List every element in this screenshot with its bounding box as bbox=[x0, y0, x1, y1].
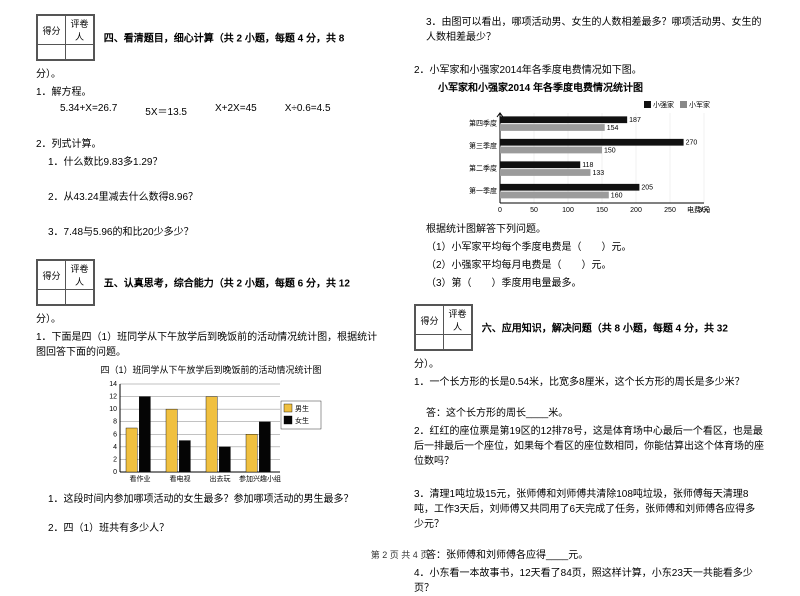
svg-text:电费/元: 电费/元 bbox=[687, 205, 710, 214]
svg-text:8: 8 bbox=[113, 419, 117, 426]
q2-3: 3．7.48与5.96的和比20少多少？ bbox=[36, 225, 386, 240]
svg-text:150: 150 bbox=[604, 147, 616, 154]
svg-text:205: 205 bbox=[641, 185, 653, 192]
svg-text:参加兴趣小组: 参加兴趣小组 bbox=[239, 474, 281, 483]
svg-text:第四季度: 第四季度 bbox=[469, 118, 497, 127]
eq-3: X+2X=45 bbox=[215, 103, 257, 118]
svg-text:100: 100 bbox=[562, 207, 574, 214]
svg-text:200: 200 bbox=[630, 207, 642, 214]
right-column: 3．由图可以看出，哪项活动男、女生的人数相差最多？哪项活动男、女生的人数相差最少… bbox=[414, 12, 764, 532]
s6-ans1: 答：这个长方形的周长____米。 bbox=[414, 406, 764, 421]
svg-text:187: 187 bbox=[629, 117, 641, 124]
s6-q1: 1．一个长方形的长是0.54米，比宽多8厘米，这个长方形的周长是多少米？ bbox=[414, 375, 764, 390]
left-column: 得分评卷人 四、看清题目，细心计算（共 2 小题，每题 4 分，共 8 分）。 … bbox=[36, 12, 386, 532]
section4-trail: 分）。 bbox=[36, 67, 386, 82]
chart2: 小强家小军家050100150200250300电费/元187154第四季度27… bbox=[454, 99, 714, 219]
section5-trail: 分）。 bbox=[36, 312, 386, 327]
section5-header: 得分评卷人 五、认真思考，综合能力（共 2 小题，每题 6 分，共 12 bbox=[36, 259, 386, 309]
top-q3: 3．由图可以看出，哪项活动男、女生的人数相差最多？哪项活动男、女生的人数相差最少… bbox=[414, 15, 764, 45]
s6-q4: 4．小东看一本故事书，12天看了84页，照这样计算，小东23天一共能看多少页？ bbox=[414, 566, 764, 596]
eq-1: 5.34+X=26.7 bbox=[60, 103, 117, 118]
svg-text:150: 150 bbox=[596, 207, 608, 214]
q2-1: 1．什么数比9.83多1.29？ bbox=[36, 155, 386, 170]
score-box-4: 得分评卷人 bbox=[36, 14, 95, 61]
chart1: 0 2 4 6 8 10 12 14 看作业 看电视 出去玩参加兴趣小组 男生女生 bbox=[96, 378, 326, 488]
svg-text:250: 250 bbox=[664, 207, 676, 214]
svg-text:6: 6 bbox=[113, 431, 117, 438]
svg-text:270: 270 bbox=[686, 140, 698, 147]
chart1-title: 四（1）班同学从下午放学后到晚饭前的活动情况统计图 bbox=[36, 363, 386, 376]
chart2-q3: （3）第（ ）季度用电量最多。 bbox=[414, 276, 764, 291]
section5-title: 五、认真思考，综合能力（共 2 小题，每题 6 分，共 12 bbox=[104, 279, 350, 290]
chart2-sub: 根据统计图解答下列问题。 bbox=[414, 222, 764, 237]
s6-q2: 2．红红的座位票是第19区的12排78号，这是体育场中心最后一个看区，也是最后一… bbox=[414, 424, 764, 469]
score-box-6: 得分评卷人 bbox=[414, 304, 473, 351]
eq-4: X÷0.6=4.5 bbox=[285, 103, 331, 118]
chart2-q1: （1）小军家平均每个季度电费是（ ）元。 bbox=[414, 240, 764, 255]
svg-text:2: 2 bbox=[113, 456, 117, 463]
q2-label: 2．列式计算。 bbox=[36, 137, 386, 152]
svg-text:看作业: 看作业 bbox=[130, 474, 151, 483]
section6-header: 得分评卷人 六、应用知识，解决问题（共 8 小题，每题 4 分，共 32 bbox=[414, 304, 764, 354]
svg-text:男生: 男生 bbox=[295, 404, 309, 413]
svg-text:14: 14 bbox=[109, 381, 117, 388]
chart2-title: 小军家和小强家2014 年各季度电费情况统计图 bbox=[414, 81, 764, 96]
svg-text:出去玩: 出去玩 bbox=[210, 474, 231, 483]
svg-text:小强家: 小强家 bbox=[653, 100, 674, 109]
svg-text:10: 10 bbox=[109, 406, 117, 413]
section4-header: 得分评卷人 四、看清题目，细心计算（共 2 小题，每题 4 分，共 8 bbox=[36, 14, 386, 64]
score-hdr-2: 评卷人 bbox=[66, 16, 94, 45]
svg-text:小军家: 小军家 bbox=[689, 100, 710, 109]
sec5-q1a: 1．下面是四（1）班同学从下午放学后到晚饭前的活动情况统计图，根据统计图回答下面… bbox=[36, 330, 386, 360]
section4-title: 四、看清题目，细心计算（共 2 小题，每题 4 分，共 8 bbox=[104, 34, 345, 45]
sec5-q2-intro: 2．小军家和小强家2014年各季度电费情况如下图。 bbox=[414, 63, 764, 78]
svg-text:第二季度: 第二季度 bbox=[469, 163, 497, 172]
sec5-q1-2: 2．四（1）班共有多少人？ bbox=[36, 521, 386, 536]
svg-text:0: 0 bbox=[113, 469, 117, 476]
s6-q3: 3．清理1吨垃圾15元，张师傅和刘师傅共清除108吨垃圾，张师傅每天清理8吨，工… bbox=[414, 487, 764, 532]
q2-2: 2．从43.24里减去什么数得8.96？ bbox=[36, 190, 386, 205]
section6-title: 六、应用知识，解决问题（共 8 小题，每题 4 分，共 32 bbox=[482, 324, 728, 335]
svg-text:12: 12 bbox=[109, 394, 117, 401]
sec5-q1-1: 1．这段时间内参加哪项活动的女生最多？参加哪项活动的男生最多？ bbox=[36, 492, 386, 507]
section6-trail: 分）。 bbox=[414, 357, 764, 372]
svg-text:154: 154 bbox=[607, 125, 619, 132]
svg-text:50: 50 bbox=[530, 207, 538, 214]
svg-text:0: 0 bbox=[498, 207, 502, 214]
q1-label: 1．解方程。 bbox=[36, 85, 386, 100]
svg-text:第三季度: 第三季度 bbox=[469, 141, 497, 150]
svg-text:4: 4 bbox=[113, 444, 117, 451]
chart2-q2: （2）小强家平均每月电费是（ ）元。 bbox=[414, 258, 764, 273]
eq-2: 5X＝13.5 bbox=[145, 103, 187, 118]
svg-text:第一季度: 第一季度 bbox=[469, 186, 497, 195]
svg-text:女生: 女生 bbox=[295, 416, 309, 425]
svg-text:118: 118 bbox=[582, 162, 593, 169]
equation-row: 5.34+X=26.7 5X＝13.5 X+2X=45 X÷0.6=4.5 bbox=[36, 103, 386, 118]
score-hdr-1: 得分 bbox=[38, 16, 66, 45]
page-footer: 第 2 页 共 4 页 bbox=[0, 548, 800, 561]
svg-text:160: 160 bbox=[611, 192, 623, 199]
svg-text:看电视: 看电视 bbox=[170, 474, 191, 483]
svg-text:133: 133 bbox=[592, 170, 604, 177]
score-box-5: 得分评卷人 bbox=[36, 259, 95, 306]
